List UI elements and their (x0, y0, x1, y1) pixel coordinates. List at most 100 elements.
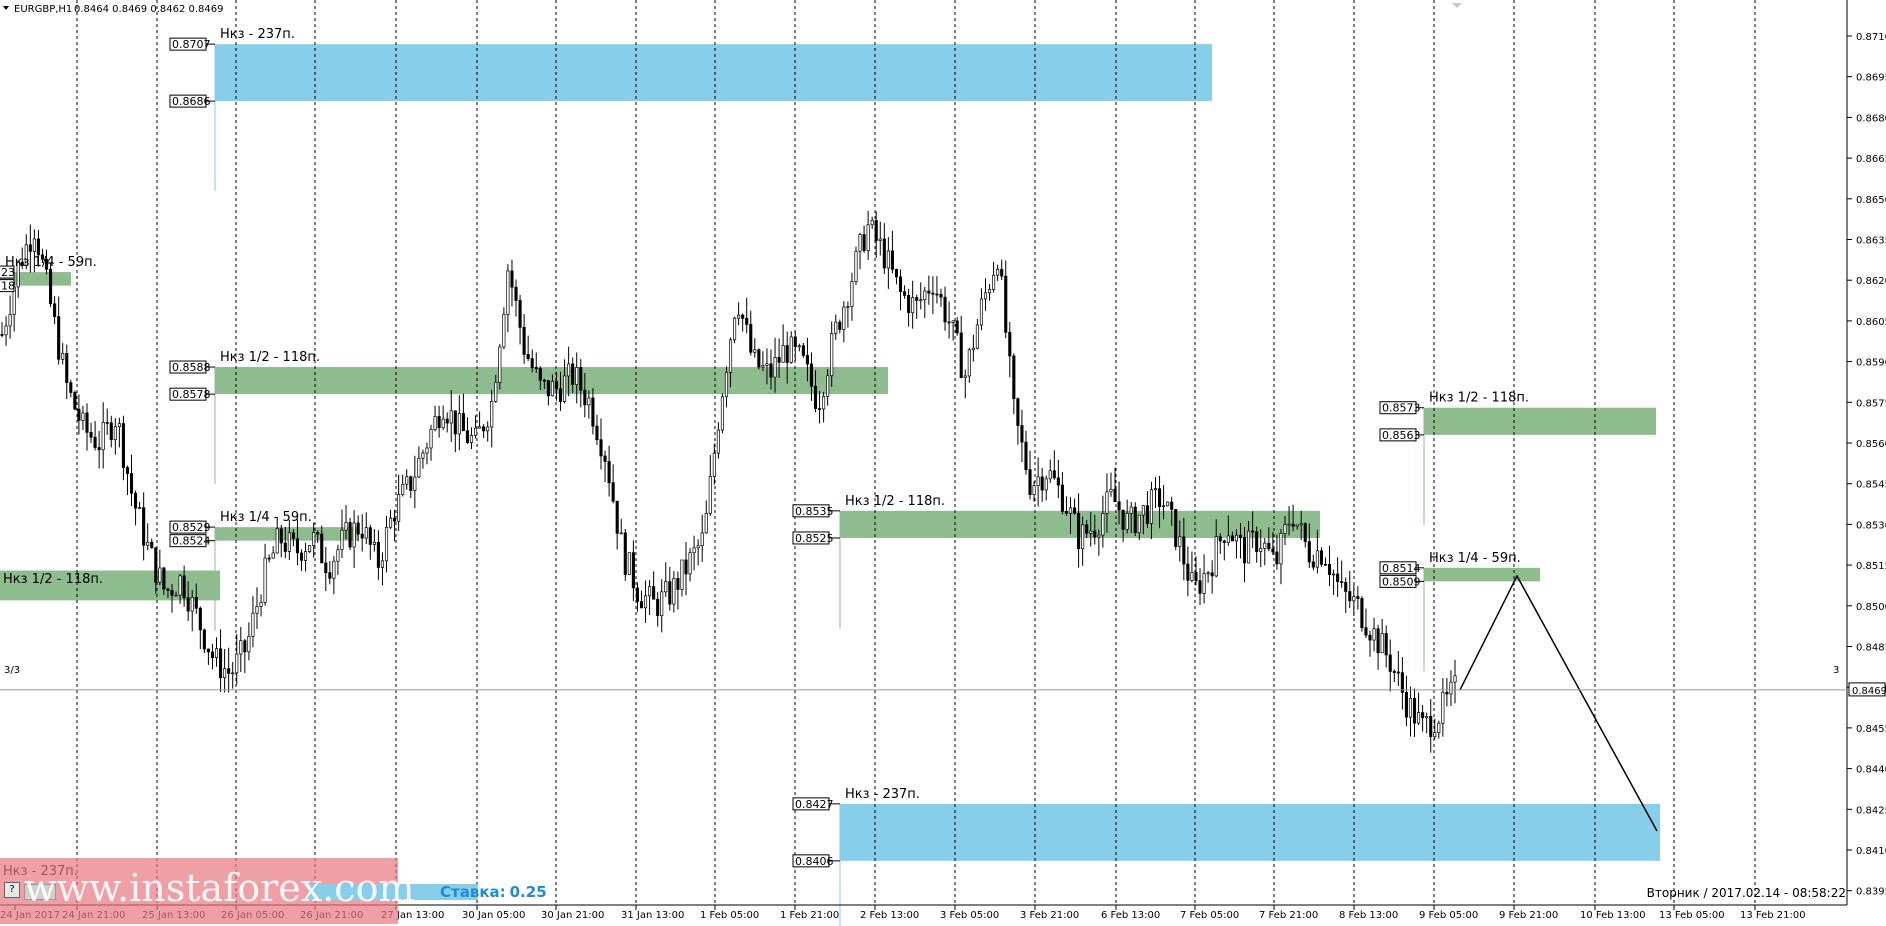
candle-body (150, 541, 154, 549)
candle-body (1251, 530, 1255, 533)
candle-body (4, 325, 8, 336)
watermark-text: www.instaforex.com (24, 866, 415, 910)
candle-body (1279, 533, 1283, 565)
candle-body (680, 559, 684, 590)
candle-body (138, 507, 142, 509)
candle-body (433, 415, 437, 430)
candle-body (943, 296, 947, 323)
candle-body (478, 426, 482, 429)
scroll-marker-icon[interactable] (1452, 3, 1462, 8)
candle-body (955, 320, 959, 334)
candle-body (854, 250, 858, 282)
candle-body (275, 528, 279, 554)
candle-body (1133, 506, 1137, 534)
candle-body (822, 396, 826, 410)
candle-body (1097, 534, 1101, 538)
candle-body (611, 482, 615, 502)
candle-body (1384, 633, 1388, 656)
candle-body (979, 298, 984, 326)
forecast-path (1459, 574, 1658, 832)
candle-body (1178, 536, 1182, 547)
candle-body (1408, 698, 1413, 718)
x-tick-label: 13 Feb 21:00 (1740, 910, 1806, 921)
candle-body (522, 327, 526, 355)
candle-body (449, 410, 453, 424)
zone-price-value: 0.8427 (795, 798, 834, 811)
candle-body (1287, 523, 1291, 526)
x-tick-label: 8 Feb 13:00 (1339, 910, 1398, 921)
candle-body (1319, 550, 1323, 565)
candle-body (97, 447, 101, 451)
candle-body (170, 590, 174, 596)
candle-body (259, 601, 263, 607)
candle-body (919, 299, 923, 302)
candle-body (947, 321, 951, 324)
candle-body (40, 254, 45, 260)
candle-body (1012, 355, 1016, 400)
window-marker-left: 3/3 (4, 665, 20, 676)
candle-body (409, 476, 413, 491)
candle-body (518, 300, 522, 328)
zone-price-value: 0.8509 (1382, 575, 1421, 588)
candle-body (1032, 485, 1036, 495)
candle-body (623, 532, 627, 575)
candle-body (1429, 716, 1433, 738)
candle-body (506, 270, 510, 315)
candle-body (53, 303, 57, 317)
x-tick-label: 10 Feb 13:00 (1580, 910, 1646, 921)
x-tick-label: 7 Feb 05:00 (1180, 910, 1239, 921)
candle-body (1202, 573, 1206, 594)
candle-body (1182, 536, 1186, 565)
candle-body (696, 545, 700, 549)
candle-body (465, 430, 469, 443)
candle-body (461, 413, 465, 432)
window-marker-right: 3 (1833, 665, 1839, 676)
candle-body (838, 321, 842, 330)
toolbar-icon (24, 884, 56, 900)
y-tick-label: 0.8695 (1856, 73, 1886, 84)
candle-body (49, 268, 53, 305)
footer-day: Вторник (1646, 886, 1700, 900)
candle-body (247, 636, 251, 653)
candle-body (700, 532, 704, 547)
zone-label: Нкз 1/2 - 118п. (845, 494, 945, 509)
candle-body (231, 672, 235, 675)
candle-body (1113, 488, 1117, 503)
candle-body (61, 352, 65, 360)
candle-body (583, 389, 587, 406)
candle-body (142, 507, 146, 546)
help-button[interactable]: ? (4, 882, 20, 898)
y-tick-label: 0.8425 (1856, 805, 1886, 816)
candle-body (1040, 476, 1044, 491)
candle-body (1404, 692, 1408, 718)
candle-body (1004, 275, 1008, 333)
candle-body (20, 261, 24, 266)
candle-body (239, 640, 243, 655)
zone-price-value: 0.8707 (172, 38, 211, 51)
candle-body (69, 382, 73, 393)
candle-body (959, 332, 963, 378)
candle-body (603, 455, 607, 462)
menu-triangle-icon[interactable] (3, 6, 9, 10)
candle-body (194, 597, 198, 609)
candle-body (1307, 541, 1311, 563)
candle-body (676, 578, 680, 590)
candle-body (1101, 513, 1105, 536)
candle-body (862, 234, 866, 251)
candle-body (109, 422, 113, 441)
candle-body (1149, 489, 1153, 524)
candle-body (235, 653, 239, 674)
y-tick-label: 0.8515 (1856, 561, 1886, 572)
zone-label: Нкз 1/4 - 59п. (5, 255, 97, 270)
candle-body (963, 375, 967, 378)
candle-body (1085, 524, 1089, 534)
candle-body (1255, 531, 1259, 552)
candle-body (417, 457, 421, 478)
candle-body (372, 541, 376, 545)
candle-body (1400, 672, 1404, 693)
